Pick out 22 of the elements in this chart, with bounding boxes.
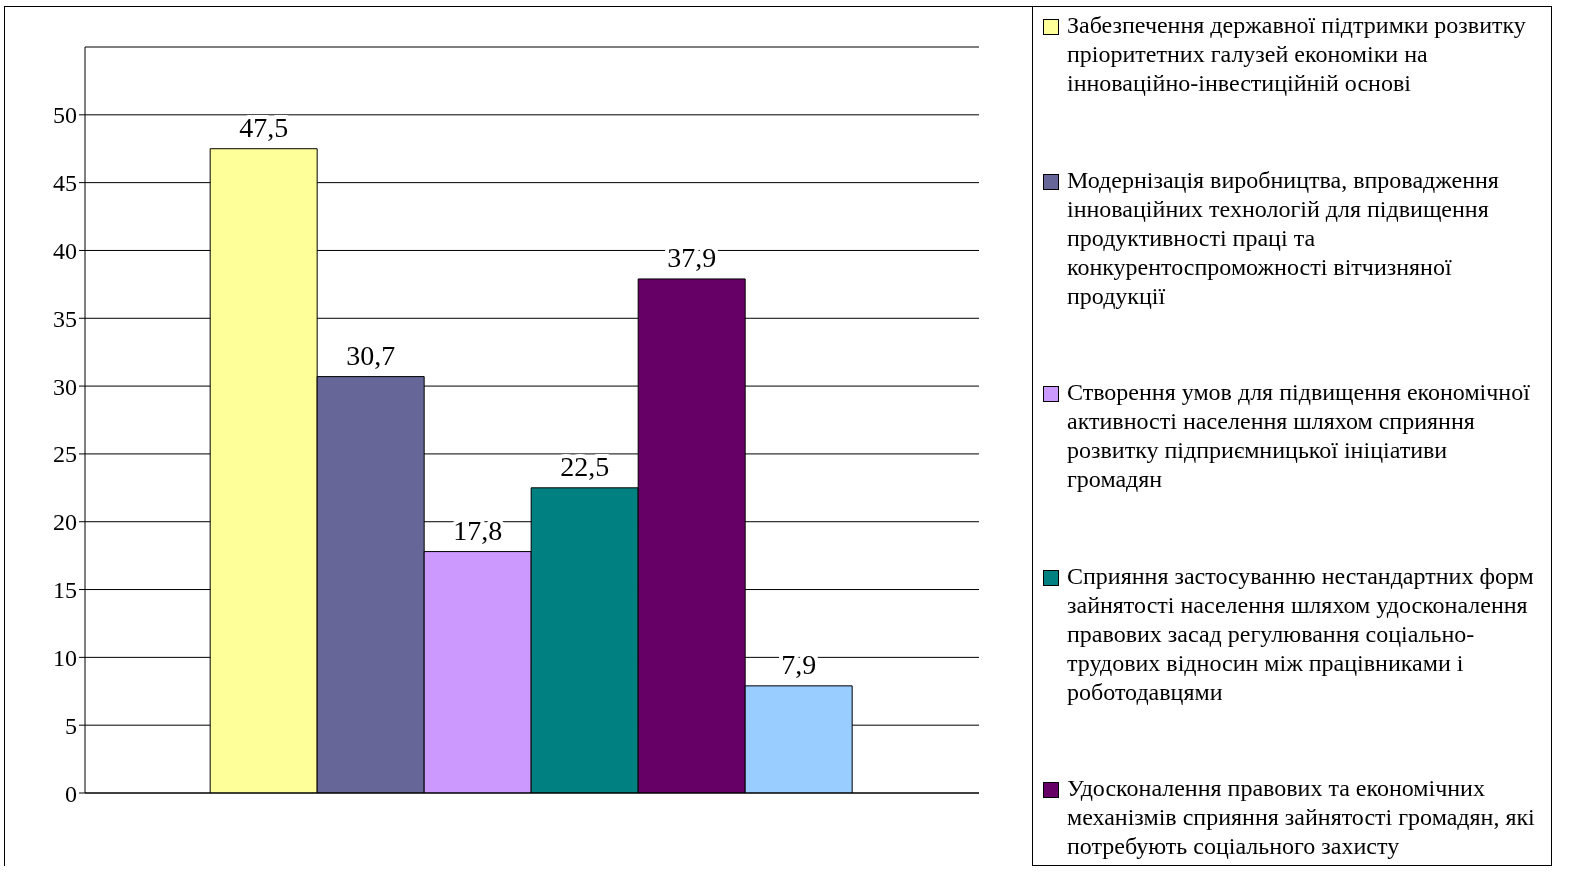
y-tick-label: 50 [53,102,77,129]
data-label: 47,5 [239,111,289,143]
legend-label: Створення умов для підвищення економічної активності населення шляхом сприяння розвитку підприємницької ініціативи громадян [1067,378,1531,494]
y-tick-label: 35 [53,305,77,332]
y-tick-label: 25 [53,441,77,468]
y-tick-label: 20 [53,509,77,536]
data-label: 7,9 [781,648,817,680]
y-tick-label: 45 [53,170,77,197]
data-label: 30,7 [346,339,396,371]
y-tick-label: 10 [53,644,77,671]
legend-label: Сприяння застосуванню нестандартних форм зайнятості населення шляхом удосконалення правових засад регулювання соціально-трудових відносин між працівниками і роботодавцями [1067,561,1535,707]
y-tick-label: 5 [65,712,77,739]
data-label: 37,9 [667,241,717,273]
legend-label: Забезпечення державної підтримки розвитку пріоритетних галузей економіки на інноваційно-інвестиційній основі [1067,11,1527,98]
y-tick-label: 30 [53,373,77,400]
data-label: 22,5 [560,450,610,482]
legend-label: Удосконалення правових та економічних механізмів сприяння зайнятості громадян, які потребують соціального захисту [1067,774,1536,861]
y-tick-label: 40 [53,237,77,264]
y-tick-label: 15 [53,577,77,604]
legend-label: Модернізація виробництва, впровадження інноваційних технологій для підвищення продуктивності праці та конкурентоспроможності вітчизняної продукції [1067,165,1500,311]
data-label: 17,8 [453,514,503,546]
y-tick-label: 0 [65,780,77,807]
